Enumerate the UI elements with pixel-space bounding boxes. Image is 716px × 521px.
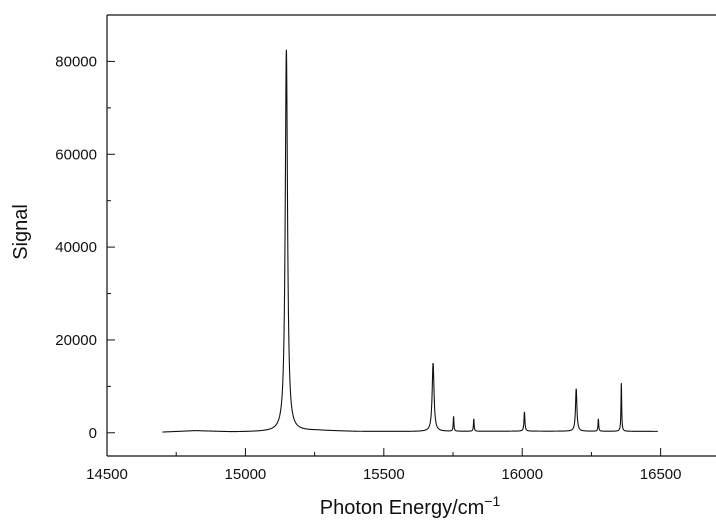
x-tick-label: 15000	[225, 466, 267, 483]
plot-frame	[106, 14, 716, 457]
y-tick-label: 20000	[55, 332, 97, 349]
x-axis-title-superscript: −1	[484, 493, 500, 509]
x-tick-label: 15500	[363, 466, 405, 483]
x-axis-title-text: Photon Energy/cm	[320, 497, 485, 519]
x-axis-ticks: 14500 15000 15500 16000 16500	[86, 448, 681, 483]
y-axis-title: Signal	[10, 204, 32, 260]
y-tick-label: 0	[89, 425, 97, 442]
spectrum-line	[162, 49, 658, 433]
y-tick-label: 60000	[55, 146, 97, 163]
x-tick-label: 16000	[501, 466, 543, 483]
x-tick-label: 14500	[86, 466, 128, 483]
x-axis-title: Photon Energy/cm−1	[320, 493, 501, 519]
y-tick-label: 40000	[55, 239, 97, 256]
y-axis-ticks: 0 20000 40000 60000 80000	[55, 53, 115, 442]
spectrum-series	[162, 49, 658, 433]
x-tick-label: 16500	[640, 466, 682, 483]
y-tick-label: 80000	[55, 53, 97, 70]
